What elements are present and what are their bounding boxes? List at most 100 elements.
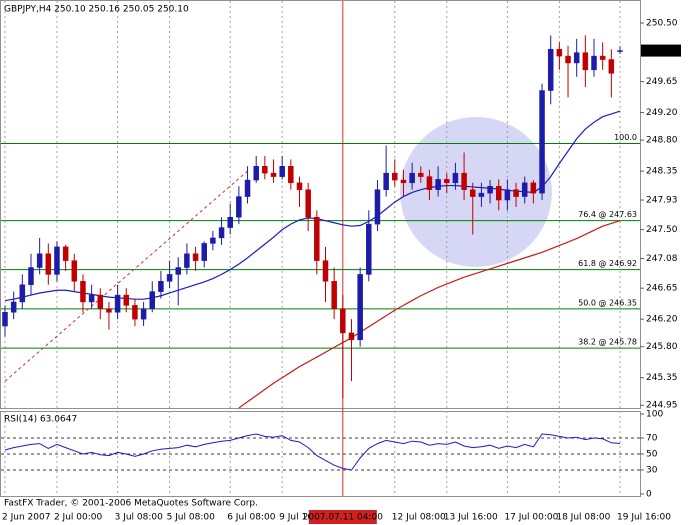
candle-body [270,172,277,177]
current-price-label: 250.10 [645,46,677,56]
candle-body [236,196,242,218]
x-tick-label: 19 Jul 16:00 [617,513,671,523]
candle-body [288,166,294,184]
main-frame [0,0,641,409]
candle-body [210,237,216,244]
x-tick-label: 2 Jul 00:00 [54,513,103,523]
fib-label: 100.0 [614,133,637,142]
candle-body [279,166,285,177]
candle-body [418,172,424,177]
cursor-label: 2007.07.11 04:00 [303,513,384,523]
candle-body [340,308,346,334]
cursor-label-box [308,510,377,524]
candle-body [314,216,320,261]
candle-body [322,260,329,282]
candle-body [599,55,606,60]
candle-body [400,179,407,184]
candle-body [617,50,623,52]
candle-body [478,192,485,197]
candle-body [158,281,164,292]
fib-label: 38.2 @ 245.78 [578,338,637,347]
chart-title: GBPJPY,H4 250.10 250.16 250.05 250.10 [4,5,189,15]
y-tick-label: 247.08 [646,254,678,264]
x-tick-label: 18 Jul 08:00 [556,513,610,523]
y-tick-label: 249.20 [646,108,678,118]
y-tick-label: 30 [646,466,658,476]
candle-body [305,189,311,218]
candle-body [452,172,459,184]
candle-body [348,332,355,341]
x-tick-label: 13 Jul 16:00 [444,513,498,523]
highlight-ellipse [400,117,552,267]
candle-body [28,267,34,285]
x-tick-label: 9 Jul 16 [279,513,313,523]
candle-body [123,294,130,306]
candle-body [565,55,571,64]
candle-body [591,55,597,71]
candle-body [62,246,69,261]
x-tick-label: 2 Jun 2007 [2,513,50,523]
candle-body [582,52,589,71]
y-tick-label: 250.50 [646,19,678,29]
candle-body [556,48,563,57]
candle-body [71,260,78,282]
candle-body [114,294,121,313]
candle-body [140,308,147,320]
candle-body [227,216,233,228]
y-tick-label: 248.80 [646,136,678,146]
candle-body [19,284,26,303]
candle-body [435,179,441,190]
candle-body [54,246,60,275]
current-price-box [641,44,681,57]
moving-average [238,220,621,409]
y-tick-label: 245.80 [646,342,678,352]
candle-body [201,243,207,261]
y-tick-label: 246.20 [646,315,678,325]
candle-body [253,166,259,181]
x-tick-label: 17 Jul 00:00 [504,513,558,523]
candle-body [331,281,337,310]
candle-body [383,172,389,190]
candle-body [461,172,467,190]
footer: FastFX Trader, © 2001-2006 MetaQuotes So… [4,499,258,509]
y-tick-label: 244.95 [646,401,678,411]
x-tick-label: 12 Jul 08:00 [392,513,446,523]
y-tick-label: 249.65 [646,77,678,87]
candle-body [357,274,363,341]
candle-body [184,253,190,268]
rsi-title: RSI(14) 63.0647 [4,415,77,425]
candle-body [97,294,104,310]
candle-body [608,59,615,74]
candle-body [495,186,502,201]
candle-body [218,227,225,239]
candle-body [80,281,86,303]
y-tick-label: 248.35 [646,167,678,177]
candle-body [469,189,476,197]
candle-body [487,186,493,194]
y-tick-label: 50 [646,450,658,460]
candle-body [88,294,95,303]
candle-body [513,189,519,197]
candle-body [409,172,415,184]
candle-body [426,176,433,190]
candle-body [175,267,181,275]
y-tick-label: 245.35 [646,373,678,383]
candle-body [444,179,450,184]
x-tick-label: 3 Jul 08:00 [115,513,164,523]
candle-body [2,312,8,327]
candle-body [530,182,537,194]
candle-body [366,223,372,275]
candle-body [504,189,511,201]
candle-body [36,253,43,268]
candle-body [296,182,303,190]
candle-body [192,253,199,261]
candle-body [45,253,52,275]
candle-body [149,291,156,310]
fib-label: 76.4 @ 247.63 [578,210,637,219]
candle-body [244,179,251,197]
candle-body [573,52,580,64]
x-tick-label: 6 Jul 08:00 [227,513,276,523]
fib-label: 61.8 @ 246.92 [578,259,637,268]
candle-body [392,172,398,181]
